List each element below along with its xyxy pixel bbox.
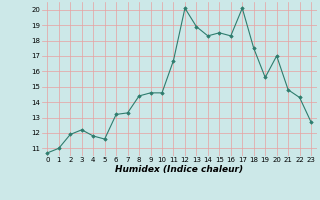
X-axis label: Humidex (Indice chaleur): Humidex (Indice chaleur) <box>115 165 243 174</box>
